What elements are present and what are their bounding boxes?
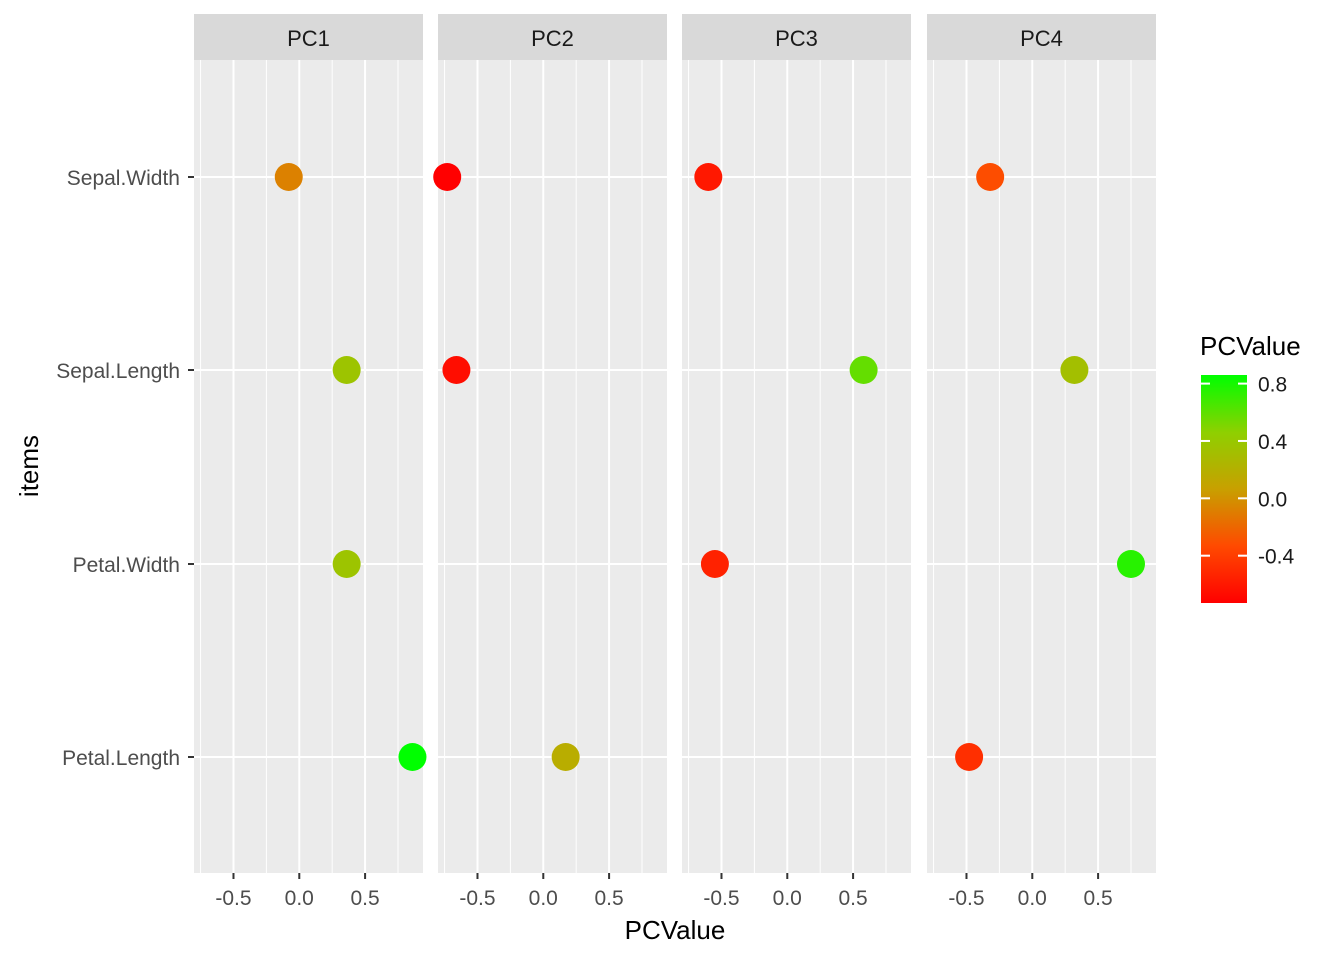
x-tick-label: -0.5	[948, 887, 984, 910]
panel-background	[682, 60, 911, 873]
y-tick-label: Sepal.Length	[56, 360, 180, 383]
x-tick-label: 0.0	[1018, 887, 1047, 910]
x-tick-label: -0.5	[703, 887, 739, 910]
facet-label: PC1	[287, 26, 330, 51]
legend-tick-label: -0.4	[1258, 546, 1295, 569]
x-tick-label: 0.0	[285, 887, 314, 910]
x-tick-label: -0.5	[215, 887, 251, 910]
data-point	[332, 550, 361, 578]
data-point	[442, 356, 471, 384]
data-point	[1060, 356, 1089, 384]
legend-tick-label: 0.0	[1258, 488, 1287, 511]
data-point	[1116, 550, 1145, 578]
x-tick-label: 0.5	[594, 887, 623, 910]
data-point	[700, 550, 729, 578]
data-point	[955, 743, 984, 771]
data-point	[433, 163, 462, 191]
facet-strip	[682, 14, 911, 60]
x-tick-label: -0.5	[459, 887, 495, 910]
legend-title: PCValue	[1200, 331, 1301, 361]
data-point	[398, 743, 427, 771]
legend-tick-label: 0.4	[1258, 431, 1288, 454]
y-tick-label: Petal.Width	[73, 554, 180, 577]
facet-label: PC2	[531, 26, 574, 51]
data-point	[849, 356, 878, 384]
x-tick-label: 0.5	[350, 887, 379, 910]
data-point	[694, 163, 723, 191]
y-axis-title: items	[14, 435, 44, 497]
panel-background	[438, 60, 667, 873]
facet-strip	[194, 14, 423, 60]
x-tick-label: 0.5	[838, 887, 867, 910]
facet-label: PC4	[1020, 26, 1063, 51]
y-tick-label: Sepal.Width	[67, 167, 180, 190]
x-tick-label: 0.0	[773, 887, 802, 910]
x-axis-title: PCValue	[625, 915, 726, 945]
legend-colorbar	[1201, 375, 1247, 603]
x-tick-label: 0.5	[1083, 887, 1112, 910]
data-point	[274, 163, 303, 191]
x-tick-label: 0.0	[529, 887, 558, 910]
facet-strip	[438, 14, 667, 60]
data-point	[551, 743, 580, 771]
facet-label: PC3	[775, 26, 818, 51]
legend-tick-label: 0.8	[1258, 374, 1287, 397]
data-point	[976, 163, 1005, 191]
facet-strip	[927, 14, 1156, 60]
data-point	[332, 356, 361, 384]
panel-background	[927, 60, 1156, 873]
y-tick-label: Petal.Length	[62, 747, 180, 770]
panel-background	[194, 60, 423, 873]
